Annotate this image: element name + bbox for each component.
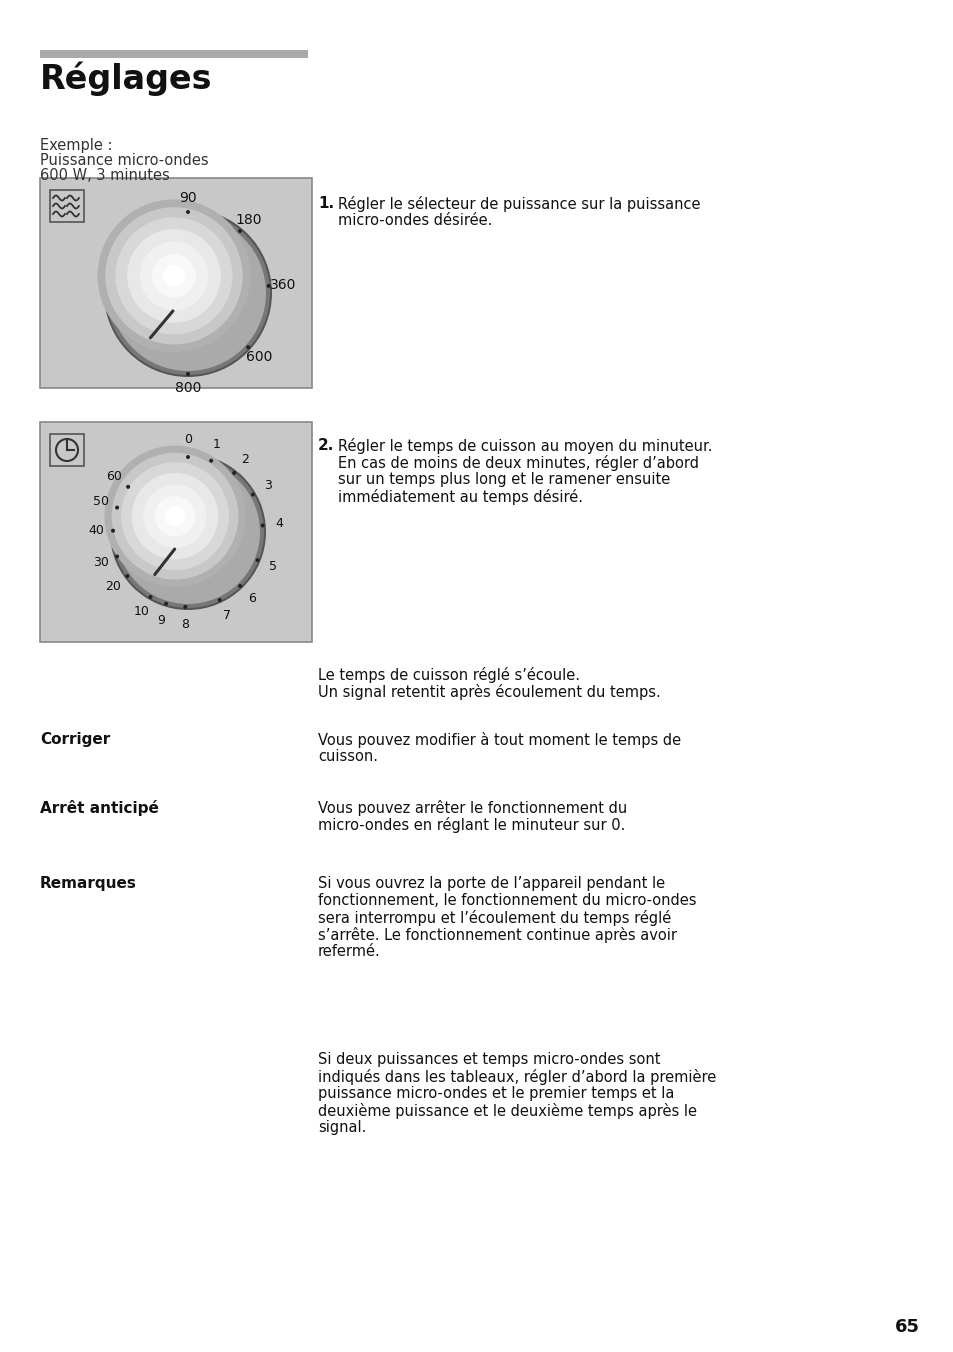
Text: 180: 180 [235,214,262,227]
Circle shape [154,496,195,537]
Circle shape [127,228,220,323]
Circle shape [246,345,250,349]
Text: Exemple :: Exemple : [40,138,112,153]
Text: sur un temps plus long et le ramener ensuite: sur un temps plus long et le ramener ens… [337,472,670,487]
Circle shape [143,484,207,548]
Circle shape [186,456,190,458]
Circle shape [238,228,242,233]
Circle shape [115,554,119,558]
Text: signal.: signal. [317,1119,366,1134]
Text: fonctionnement, le fonctionnement du micro-ondes: fonctionnement, le fonctionnement du mic… [317,894,696,909]
Text: 800: 800 [174,381,201,395]
Text: 90: 90 [179,191,196,206]
Text: 360: 360 [270,277,295,292]
Circle shape [115,506,119,510]
Circle shape [104,210,272,377]
Text: Vous pouvez arrêter le fonctionnement du: Vous pouvez arrêter le fonctionnement du [317,800,626,817]
Text: Si vous ouvrez la porte de l’appareil pendant le: Si vous ouvrez la porte de l’appareil pe… [317,876,664,891]
Text: 1.: 1. [317,196,334,211]
Circle shape [112,456,264,608]
Text: 2.: 2. [317,438,334,453]
Text: deuxième puissance et le deuxième temps après le: deuxième puissance et le deuxième temps … [317,1103,697,1119]
Text: Puissance micro-ondes: Puissance micro-ondes [40,153,209,168]
Text: 600: 600 [245,350,272,364]
Circle shape [139,242,208,310]
FancyBboxPatch shape [40,422,312,642]
Text: 7: 7 [223,608,231,622]
Text: 5: 5 [269,560,277,573]
Circle shape [112,453,238,580]
Circle shape [165,506,185,526]
Text: 8: 8 [181,618,189,630]
Circle shape [115,218,233,334]
Circle shape [164,602,168,606]
Text: 10: 10 [133,606,150,618]
Circle shape [217,598,221,602]
Text: Un signal retentit après écoulement du temps.: Un signal retentit après écoulement du t… [317,684,660,700]
Circle shape [97,199,250,353]
Circle shape [111,529,115,533]
Text: micro-ondes désirée.: micro-ondes désirée. [337,214,492,228]
Text: indiqués dans les tableaux, régler d’abord la première: indiqués dans les tableaux, régler d’abo… [317,1069,716,1086]
Text: 50: 50 [92,495,109,508]
Circle shape [116,460,260,604]
Circle shape [132,473,218,560]
Text: Arrêt anticipé: Arrêt anticipé [40,800,159,817]
Text: refermé.: refermé. [317,944,380,959]
FancyBboxPatch shape [50,191,84,222]
Text: 6: 6 [248,592,255,604]
Circle shape [260,523,264,527]
Text: puissance micro-ondes et le premier temps et la: puissance micro-ondes et le premier temp… [317,1086,674,1101]
Text: 0: 0 [184,434,192,446]
Circle shape [255,558,259,562]
Text: Remarques: Remarques [40,876,136,891]
Text: 3: 3 [264,480,272,492]
Text: Le temps de cuisson réglé s’écoule.: Le temps de cuisson réglé s’écoule. [317,667,579,683]
Circle shape [267,284,271,288]
Text: micro-ondes en réglant le minuteur sur 0.: micro-ondes en réglant le minuteur sur 0… [317,817,625,833]
Circle shape [163,265,185,287]
Text: 4: 4 [275,518,283,530]
Text: Corriger: Corriger [40,731,111,748]
Circle shape [209,458,213,462]
Text: immédiatement au temps désiré.: immédiatement au temps désiré. [337,489,582,506]
Circle shape [238,584,242,588]
Text: Régler le sélecteur de puissance sur la puissance: Régler le sélecteur de puissance sur la … [337,196,700,212]
Circle shape [125,575,130,579]
Text: 40: 40 [88,523,104,537]
Text: cuisson.: cuisson. [317,749,377,764]
Text: 600 W, 3 minutes: 600 W, 3 minutes [40,168,170,183]
Circle shape [126,485,130,489]
Text: Régler le temps de cuisson au moyen du minuteur.: Régler le temps de cuisson au moyen du m… [337,438,712,454]
Circle shape [105,446,245,587]
FancyBboxPatch shape [40,178,312,388]
Text: En cas de moins de deux minutes, régler d’abord: En cas de moins de deux minutes, régler … [337,456,699,470]
Bar [40,50,308,58]
Text: 60: 60 [107,470,122,483]
Circle shape [183,604,187,608]
Circle shape [186,210,190,214]
Text: Si deux puissances et temps micro-ondes sont: Si deux puissances et temps micro-ondes … [317,1052,659,1067]
Text: Vous pouvez modifier à tout moment le temps de: Vous pouvez modifier à tout moment le te… [317,731,680,748]
Circle shape [232,470,236,475]
Circle shape [186,372,190,376]
Text: 1: 1 [213,438,220,450]
Circle shape [106,211,270,375]
Circle shape [251,492,254,496]
Circle shape [110,454,266,610]
Text: 20: 20 [106,580,121,592]
Text: 2: 2 [240,453,249,466]
Circle shape [110,215,266,370]
Circle shape [121,462,229,571]
Circle shape [149,595,152,599]
FancyBboxPatch shape [50,434,84,466]
Text: 9: 9 [157,614,165,626]
Text: 30: 30 [92,556,109,568]
Circle shape [152,254,195,297]
Text: 65: 65 [894,1318,919,1336]
Circle shape [105,207,242,345]
Text: Réglages: Réglages [40,62,213,96]
Text: sera interrompu et l’écoulement du temps réglé: sera interrompu et l’écoulement du temps… [317,910,671,926]
Text: s’arrête. Le fonctionnement continue après avoir: s’arrête. Le fonctionnement continue apr… [317,927,677,942]
